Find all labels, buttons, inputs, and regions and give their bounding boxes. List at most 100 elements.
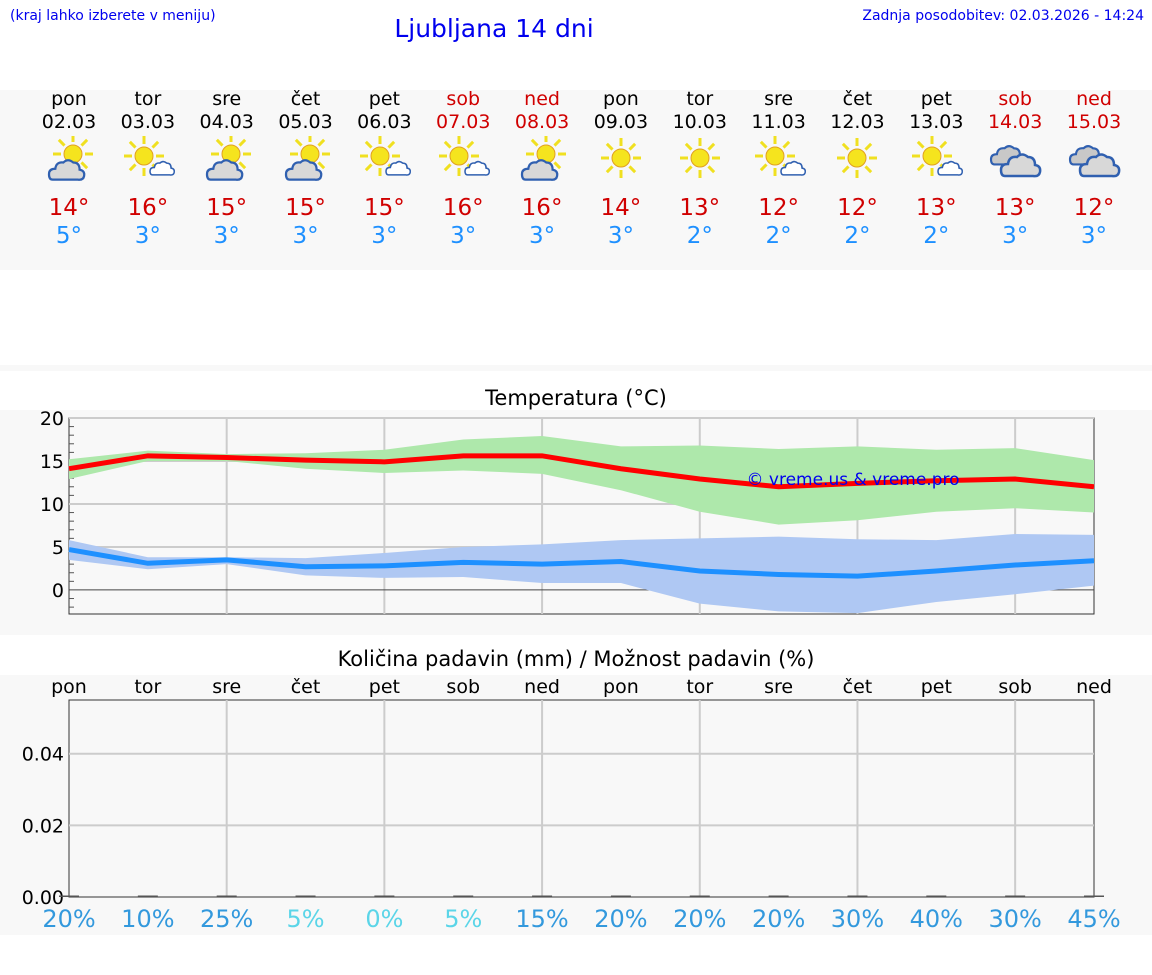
day-forecast: sre 11.03 12° 2°	[739, 88, 819, 250]
day-forecast: tor 03.03 16° 3°	[108, 88, 188, 250]
day-name: ned	[524, 88, 560, 110]
last-updated: Zadnja posodobitev: 02.03.2026 - 14:24	[862, 8, 1144, 24]
min-temp: 3°	[528, 223, 556, 249]
y-tick-label: 0.00	[22, 887, 64, 909]
day-forecast: pon 09.03 14° 3°	[581, 88, 661, 250]
sun-small-cloud-icon	[344, 136, 424, 186]
day-date: 14.03	[987, 111, 1043, 133]
day-date: 10.03	[672, 111, 727, 133]
day-forecast: ned 08.03 16° 3°	[502, 88, 582, 250]
precip-bar	[532, 895, 553, 897]
day-date: 06.03	[357, 111, 412, 133]
day-forecast: čet 05.03 15° 3°	[266, 88, 346, 250]
sun-icon	[817, 136, 897, 186]
precip-bar	[374, 895, 395, 897]
day-forecast: sre 04.03 15° 3°	[187, 88, 267, 250]
precip-bar	[216, 895, 237, 897]
day-name: čet	[842, 88, 873, 110]
x-day-label: sob	[446, 676, 480, 698]
day-forecast: pon 02.03 14° 5°	[29, 88, 109, 250]
min-temp: 3°	[450, 223, 477, 249]
max-temp-line	[68, 453, 1095, 490]
day-name: pon	[51, 88, 87, 110]
forecast-strip	[0, 90, 1152, 270]
precip-bar	[610, 895, 631, 897]
max-temp: 14°	[48, 195, 90, 221]
precip-probability: 30%	[831, 905, 884, 933]
min-temp: 5°	[55, 223, 83, 249]
max-temp: 14°	[600, 195, 642, 221]
min-temp-line	[68, 547, 1095, 579]
sun-small-cloud-icon	[108, 136, 188, 186]
min-temp: 3°	[1002, 223, 1029, 249]
x-day-label: sob	[998, 676, 1032, 698]
sun-small-cloud-icon	[423, 136, 503, 186]
temperature-chart-title: Temperatura (°C)	[485, 386, 667, 410]
sun-icon	[660, 136, 740, 186]
max-temp: 15°	[206, 195, 248, 221]
precip-probability: 5%	[444, 905, 482, 933]
x-day-label: tor	[686, 676, 713, 698]
min-temp: 3°	[1080, 223, 1108, 249]
precip-bar	[768, 895, 789, 897]
day-forecast: sob 07.03 16° 3°	[423, 88, 503, 250]
precipitation-chart-title: Količina padavin (mm) / Možnost padavin …	[337, 647, 815, 671]
day-forecast: pet 13.03 13° 2°	[896, 88, 976, 250]
precip-probability: 30%	[988, 905, 1041, 933]
min-temp: 3°	[134, 223, 161, 249]
y-tick-label: 20	[40, 408, 64, 430]
y-tick-label: 0	[52, 580, 64, 602]
precip-probability: 15%	[515, 905, 568, 933]
precip-bar	[137, 895, 158, 897]
max-temp: 15°	[285, 195, 326, 221]
precip-probability: 40%	[910, 905, 963, 933]
day-name: čet	[290, 88, 321, 110]
x-day-label: tor	[134, 676, 161, 698]
precip-probability: 5%	[286, 905, 324, 933]
day-forecast: čet 12.03 12° 2°	[817, 88, 897, 250]
y-tick-label: 10	[40, 494, 64, 516]
x-day-label: čet	[843, 676, 873, 698]
x-day-label: pon	[51, 676, 87, 698]
sun-icon	[581, 136, 661, 186]
x-day-label: čet	[291, 676, 321, 698]
precip-probability: 20%	[42, 905, 95, 933]
precip-bar	[689, 895, 710, 897]
min-temp: 3°	[213, 223, 240, 249]
y-tick-label: 0.04	[22, 744, 64, 766]
day-date: 12.03	[830, 111, 885, 133]
partly-cloudy-grey-icon	[266, 136, 346, 186]
sun-small-cloud-icon	[896, 136, 976, 186]
max-temp: 16°	[521, 195, 563, 221]
precip-bar	[1005, 895, 1026, 897]
max-temp: 12°	[758, 195, 799, 221]
day-date: 05.03	[278, 111, 333, 133]
range-band	[69, 534, 1094, 614]
divider	[0, 365, 1152, 371]
day-date: 13.03	[909, 111, 964, 133]
x-day-label: pet	[369, 676, 400, 698]
precip-bar	[847, 895, 868, 897]
min-temp: 2°	[686, 223, 713, 249]
precip-probability: 0%	[365, 905, 403, 933]
sun-small-cloud-icon	[739, 136, 819, 186]
page-title: Ljubljana 14 dni	[394, 14, 594, 43]
max-temp: 15°	[363, 195, 405, 221]
day-name: sre	[764, 88, 794, 110]
max-temp: 16°	[127, 195, 169, 221]
day-date: 08.03	[514, 111, 570, 133]
day-name: pon	[603, 88, 639, 110]
precip-bar	[1084, 895, 1104, 897]
min-temp: 3°	[292, 223, 319, 249]
plot-frame	[68, 699, 1095, 898]
x-day-label: pon	[603, 676, 639, 698]
day-date: 04.03	[199, 111, 254, 133]
cloudy-icon	[975, 136, 1055, 186]
day-name: pet	[920, 88, 952, 110]
max-temp: 12°	[1073, 195, 1115, 221]
day-name: sre	[212, 88, 242, 110]
location-hint: (kraj lahko izberete v meniju)	[10, 8, 216, 24]
min-temp: 3°	[371, 223, 398, 249]
precip-bar	[453, 895, 474, 897]
